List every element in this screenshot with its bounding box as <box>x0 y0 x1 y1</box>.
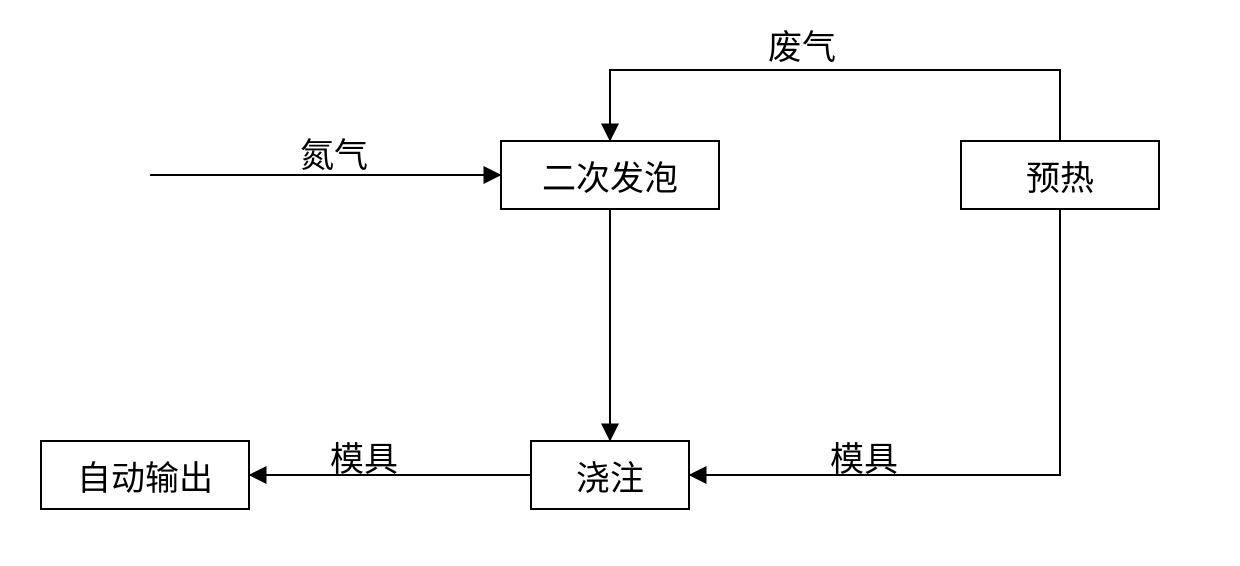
node-auto-output: 自动输出 <box>40 440 250 510</box>
edge-waste_gas <box>610 70 1060 140</box>
node-pouring: 浇注 <box>530 440 690 510</box>
node-preheat: 预热 <box>960 140 1160 210</box>
label-text: 氮气 <box>300 138 368 175</box>
node-label: 预热 <box>1026 151 1094 200</box>
node-secondary-foaming: 二次发泡 <box>500 140 720 210</box>
node-label: 自动输出 <box>77 451 213 500</box>
input-nitrogen-label: 氮气 <box>300 128 368 177</box>
label-text: 模具 <box>830 442 898 479</box>
node-label: 浇注 <box>576 451 644 500</box>
label-text: 模具 <box>330 442 398 479</box>
flowchart-canvas: 二次发泡 预热 浇注 自动输出 氮气 废气模具 模具 <box>0 0 1240 566</box>
edge-label-waste_gas: 废气 <box>768 20 836 69</box>
label-text: 废气 <box>768 30 836 67</box>
node-label: 二次发泡 <box>542 151 678 200</box>
edge-label-pour_to_output: 模具 <box>330 432 398 481</box>
edge-label-preheat_to_pour: 模具 <box>830 432 898 481</box>
